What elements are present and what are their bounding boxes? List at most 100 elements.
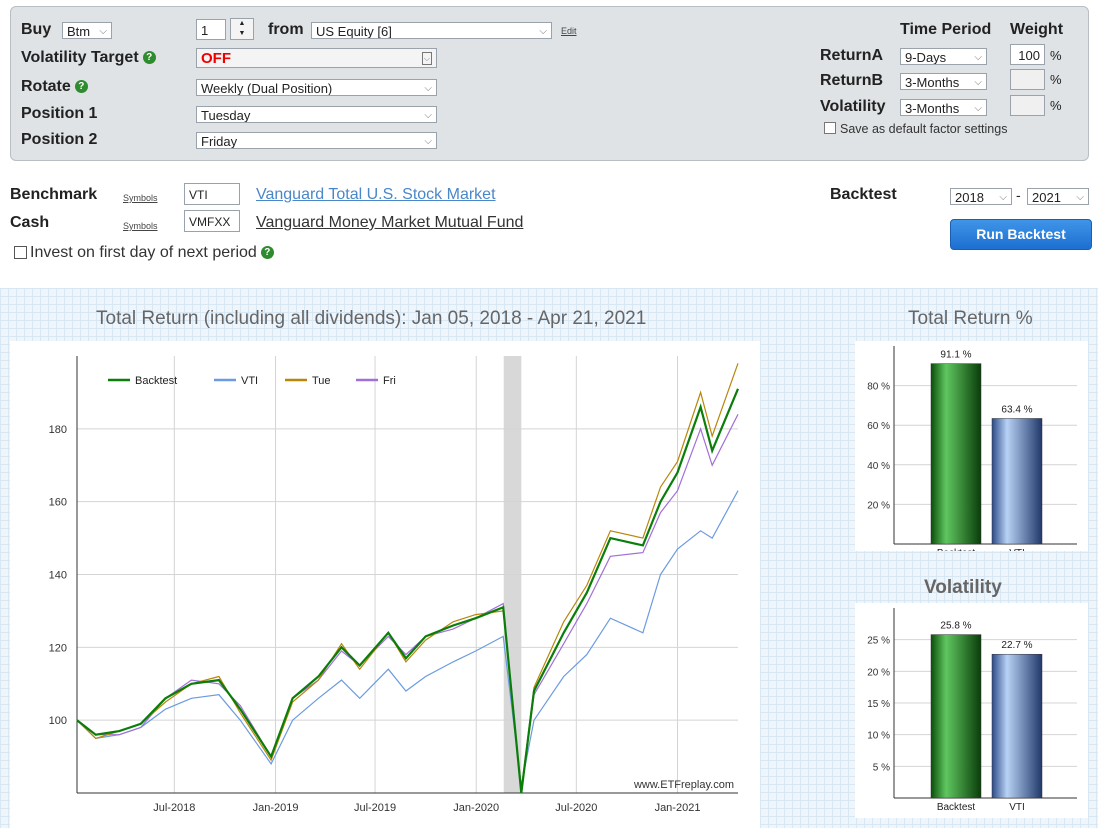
benchmark-symbol-input[interactable]: VTI [184,183,240,205]
y-tick-label: 180 [49,424,67,436]
returnA-label: ReturnA [820,47,884,64]
watermark: www.ETFreplay.com [633,779,734,791]
position2-label: Position 2 [21,131,98,148]
legend-label: Fri [383,375,396,387]
x-tick-label: Jan-2019 [253,802,299,814]
run-backtest-button[interactable]: Run Backtest [950,219,1092,250]
benchmark-name-link[interactable]: Vanguard Total U.S. Stock Market [256,186,496,203]
chevron-down-icon: ⌵ [1076,192,1084,203]
cash-label: Cash [10,214,50,231]
x-tick-label: Jul-2018 [153,802,195,814]
percent-sign: % [1050,48,1062,63]
y-tick-label: 20 % [867,667,890,678]
benchmark-label: Benchmark [10,186,98,203]
series-line-vti [76,490,739,786]
chevron-down-icon: ⌵ [974,52,982,63]
data-label: 22.7 % [1001,640,1032,651]
chevron-down-icon: ⌵ [99,26,107,37]
y-tick-label: 60 % [867,421,890,432]
percent-sign: % [1050,98,1062,113]
y-tick-label: 120 [49,642,67,654]
cash-name-link[interactable]: Vanguard Money Market Mutual Fund [256,214,524,231]
cash-symbol-input[interactable]: VMFXX [184,210,240,232]
legend-label: Tue [312,375,331,387]
count-stepper[interactable]: ▲ ▼ [230,18,254,40]
rotate-select[interactable]: Weekly (Dual Position) ⌵ [196,79,437,96]
edit-link[interactable]: Edit [561,26,577,36]
chevron-down-icon: ⌵ [974,77,982,88]
total-return-chart-title: Total Return (including all dividends): … [96,308,647,329]
rotate-label: Rotate? [21,78,88,96]
year-dash: - [1016,187,1021,203]
series-line-backtest [76,388,740,794]
weight-header: Weight [1010,21,1064,38]
line-chart-box: 100 120 140 160 180 Jul-2018 Jan-2019 Jul-2019 J… [10,341,760,828]
volatility-label: Volatility [820,98,886,115]
data-label: 25.8 % [940,621,971,632]
volatility-bar-box: 5 % 10 % 15 % 20 % 25 % 25.8 % Backtest 22.7 % V… [855,603,1088,818]
returnA-weight-input[interactable]: 100 [1010,44,1045,65]
series-line-tue [76,363,739,790]
legend-label: VTI [241,375,258,387]
help-icon[interactable]: ? [142,51,156,65]
x-tick-label: Jul-2019 [354,802,396,814]
x-tick-label: Backtest [937,548,976,551]
legend-label: Backtest [135,375,177,387]
bar-vti [991,418,1043,545]
volatility-bar-chart: 5 % 10 % 15 % 20 % 25 % 25.8 % Backtest 22.7 % V… [867,608,1077,813]
returnB-period-select[interactable]: 3-Months ⌵ [900,73,987,90]
chevron-down-icon: ⌵ [424,110,432,121]
universe-select[interactable]: US Equity [6] ⌵ [311,22,552,39]
x-tick-label: Jan-2020 [453,802,499,814]
start-year-select[interactable]: 2018 ⌵ [950,188,1012,205]
x-tick-label: VTI [1009,802,1025,813]
position1-select[interactable]: Tuesday ⌵ [196,106,437,123]
cash-symbols-link[interactable]: Symbols [123,221,158,231]
buy-count-input[interactable]: 1 [196,19,226,40]
buy-label: Buy [21,21,52,38]
line-chart: 100 120 140 160 180 Jul-2018 Jan-2019 Jul-2019 J… [49,356,740,814]
y-tick-label: 160 [49,497,67,509]
returnA-period-select[interactable]: 9-Days ⌵ [900,48,987,65]
y-tick-label: 80 % [867,382,890,393]
save-default-checkbox[interactable] [824,122,836,134]
y-tick-label: 5 % [873,762,890,773]
invest-first-day-label: Invest on first day of next period? [30,244,274,262]
volatility-target-select[interactable]: OFF ⌵ [196,48,437,68]
volatility-target-label: Volatility Target? [21,49,156,67]
invest-first-day-checkbox[interactable] [14,246,27,259]
y-tick-label: 15 % [867,699,890,710]
data-label: 91.1 % [940,350,971,361]
y-tick-label: 40 % [867,461,890,472]
y-tick-label: 20 % [867,500,890,511]
volatility-period-select[interactable]: 3-Months ⌵ [900,99,987,116]
backtest-label: Backtest [830,186,897,203]
volatility-bar-title: Volatility [924,577,1002,598]
position2-select[interactable]: Friday ⌵ [196,132,437,149]
help-icon[interactable]: ? [74,80,88,94]
x-tick-label: VTI [1009,548,1025,551]
time-period-header: Time Period [900,21,992,38]
chevron-down-icon: ⌵ [424,83,432,94]
returnB-label: ReturnB [820,72,884,89]
buy-select[interactable]: Btm ⌵ [62,22,112,39]
return-bar-box: 20 % 40 % 60 % 80 % 91.1 % Backtest 63.4 % VTI [855,341,1088,559]
end-year-select[interactable]: 2021 ⌵ [1027,188,1089,205]
bar-backtest [930,634,982,799]
chevron-down-icon: ⌵ [424,136,432,147]
benchmark-symbols-link[interactable]: Symbols [123,193,158,203]
help-icon[interactable]: ? [260,246,274,260]
series-line-fri [76,414,739,794]
chevron-down-icon: ⌵ [539,26,547,37]
total-return-bar-title: Total Return % [908,308,1033,329]
returnB-weight-input[interactable] [1010,69,1045,90]
data-label: 63.4 % [1001,404,1032,415]
bar-vti [991,653,1043,799]
x-tick-label: Jan-2021 [655,802,701,814]
volatility-weight-input[interactable] [1010,95,1045,116]
x-tick-label: Jul-2020 [555,802,597,814]
position1-label: Position 1 [21,105,98,122]
chevron-down-icon: ⌵ [999,192,1007,203]
y-tick-label: 100 [49,715,67,727]
percent-sign: % [1050,72,1062,87]
